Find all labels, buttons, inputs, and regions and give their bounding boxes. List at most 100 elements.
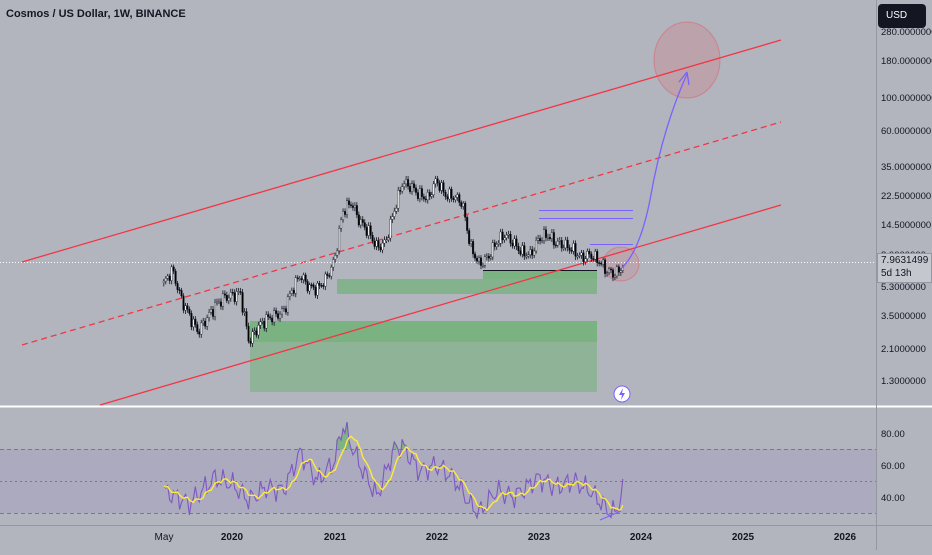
candle-body <box>512 243 514 246</box>
candle-body <box>484 257 486 265</box>
price-tick-label: 100.0000000 <box>881 93 932 104</box>
candle-body <box>594 251 596 259</box>
candle-body <box>527 255 529 256</box>
price-axis[interactable]: 280.0000000180.0000000100.000000060.0000… <box>881 27 932 387</box>
candle-body <box>218 302 220 303</box>
last-price-value: 7.9631499 <box>881 254 931 267</box>
candle-body <box>212 309 214 316</box>
candle-body <box>575 243 577 256</box>
candle-body <box>177 284 179 290</box>
candle-body <box>516 239 518 246</box>
candle-body <box>525 256 527 257</box>
candle-body <box>256 331 258 335</box>
price-tick-label: 35.0000000 <box>881 162 931 173</box>
candle-body <box>354 205 356 207</box>
candle-body <box>262 321 264 322</box>
price-tick-label: 1.3000000 <box>881 376 926 387</box>
price-tick-label: 5.3000000 <box>881 282 926 293</box>
candle-body <box>283 309 285 310</box>
candle-body <box>508 234 510 235</box>
candle-body <box>315 287 317 295</box>
candle-body <box>457 195 459 198</box>
candle-body <box>336 251 338 255</box>
candle-body <box>254 331 256 332</box>
candle-body <box>553 233 555 245</box>
candle-body <box>395 208 397 211</box>
candle-body <box>325 274 327 286</box>
price-tick-label: 3.5000000 <box>881 311 926 322</box>
candle-body <box>220 302 222 306</box>
candle-body <box>258 325 260 335</box>
candle-body <box>557 241 559 245</box>
candle-body <box>417 193 419 199</box>
candle-body <box>250 341 252 343</box>
candle-body <box>488 256 490 258</box>
candle-body <box>175 271 177 283</box>
candle-body <box>502 232 504 240</box>
zone-upper[interactable] <box>337 279 597 294</box>
candle-body <box>252 332 254 344</box>
candle-body <box>460 202 462 206</box>
candle-body <box>281 309 283 314</box>
candle-body <box>470 241 472 243</box>
candle-body <box>596 251 598 262</box>
candle-body <box>189 309 191 313</box>
candle-body <box>407 179 409 186</box>
candle-body <box>208 312 210 318</box>
candle-body <box>581 253 583 256</box>
candle-body <box>500 232 502 243</box>
candle-body <box>510 234 512 243</box>
candle-body <box>358 215 360 225</box>
candle-body <box>376 241 378 247</box>
candle-body <box>616 267 618 276</box>
candle-body <box>518 246 520 250</box>
candle-body <box>439 183 441 190</box>
candle-body <box>447 197 449 199</box>
candle-body <box>285 309 287 312</box>
candle-body <box>232 292 234 293</box>
zone-lower-core[interactable] <box>250 321 597 342</box>
candle-body <box>275 311 277 314</box>
candle-body <box>464 203 466 217</box>
candle-body <box>555 245 557 246</box>
candle-body <box>368 226 370 236</box>
time-tick-label: May <box>155 532 174 543</box>
candle-body <box>340 220 342 228</box>
price-tick-label: 280.0000000 <box>881 27 932 38</box>
candle-body <box>459 195 461 203</box>
candle-body <box>478 258 480 261</box>
candle-body <box>295 278 297 294</box>
candle-body <box>289 293 291 296</box>
candle-body <box>421 188 423 196</box>
currency-button[interactable]: USD <box>878 4 926 28</box>
candle-body <box>569 248 571 251</box>
candle-body <box>202 321 204 323</box>
candle-body <box>567 240 569 248</box>
candle-body <box>279 314 281 318</box>
candle-body <box>545 230 547 238</box>
candle-body <box>608 269 610 273</box>
target-ellipse[interactable] <box>654 22 720 98</box>
candle-body <box>362 220 364 223</box>
candle-body <box>299 278 301 279</box>
candle-body <box>204 321 206 326</box>
bar-countdown: 5d 13h <box>881 267 931 280</box>
candle-body <box>380 247 382 250</box>
candle-body <box>210 309 212 312</box>
candle-body <box>287 297 289 313</box>
candle-body <box>602 260 604 264</box>
candle-body <box>330 267 332 276</box>
time-tick-label: 2025 <box>732 532 755 543</box>
zone-upper-core[interactable] <box>483 270 597 279</box>
candle-body <box>571 250 573 251</box>
candle-body <box>360 220 362 225</box>
zone-lower[interactable] <box>250 342 597 392</box>
candle-body <box>198 332 200 334</box>
candle-body <box>573 243 575 251</box>
candle-body <box>604 260 606 274</box>
candle-body <box>592 259 594 260</box>
candle-body <box>328 275 330 276</box>
